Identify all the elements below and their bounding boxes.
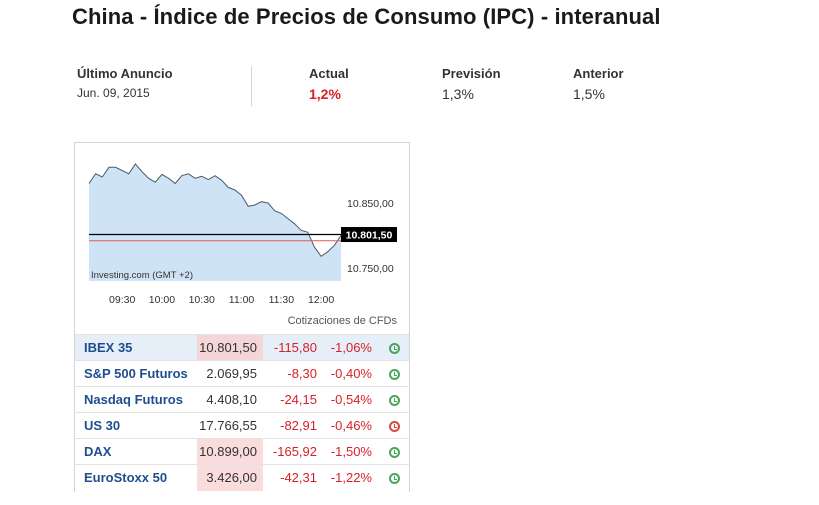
forecast: Previsión 1,3% bbox=[442, 66, 501, 102]
quote-row[interactable]: EuroStoxx 50 3.426,00 -42,31 -1,22% bbox=[75, 464, 409, 491]
quote-row[interactable]: IBEX 35 10.801,50 -115,80 -1,06% bbox=[75, 334, 409, 361]
quote-change: -165,92 bbox=[263, 438, 324, 465]
quote-last: 10.899,00 bbox=[197, 438, 263, 465]
quote-change-pct: -0,40% bbox=[324, 360, 378, 387]
previous: Anterior 1,5% bbox=[573, 66, 624, 102]
clock-icon bbox=[389, 447, 400, 459]
previous-label: Anterior bbox=[573, 66, 624, 81]
clock-icon bbox=[389, 473, 400, 485]
y-tick-label: 10.750,00 bbox=[347, 263, 394, 275]
market-status-cell bbox=[378, 386, 409, 413]
forecast-value: 1,3% bbox=[442, 86, 474, 102]
x-tick-label: 11:30 bbox=[269, 294, 295, 306]
current-price-tag bbox=[341, 227, 397, 243]
actual: Actual 1,2% bbox=[309, 66, 349, 102]
clock-icon bbox=[389, 343, 400, 355]
chart-price-line bbox=[88, 163, 342, 257]
quotes-table: IBEX 35 10.801,50 -115,80 -1,06% S&P 500 Fut… bbox=[75, 334, 409, 491]
quote-name[interactable]: US 30 bbox=[75, 412, 197, 439]
quote-change-pct: -1,50% bbox=[324, 438, 378, 465]
forecast-label: Previsión bbox=[442, 66, 501, 81]
quote-change: -115,80 bbox=[263, 334, 324, 361]
quote-row[interactable]: DAX 10.899,00 -165,92 -1,50% bbox=[75, 438, 409, 465]
quote-change-pct: -0,54% bbox=[324, 386, 378, 413]
price-chart[interactable]: 10.801,50 10.850,00 10.750,00 Investing.com… bbox=[75, 143, 410, 313]
x-tick-label: 10:30 bbox=[189, 294, 215, 306]
clock-icon bbox=[389, 369, 400, 381]
market-status-cell bbox=[378, 464, 409, 491]
x-tick-label: 12:00 bbox=[308, 294, 334, 306]
quote-last: 17.766,55 bbox=[197, 412, 263, 439]
quote-change-pct: -1,22% bbox=[324, 464, 378, 491]
clock-icon bbox=[389, 421, 400, 433]
last-release: Último Anuncio Jun. 09, 2015 bbox=[77, 66, 173, 100]
quote-change: -42,31 bbox=[263, 464, 324, 491]
release-divider bbox=[251, 66, 252, 106]
quote-last: 2.069,95 bbox=[197, 360, 263, 387]
quote-change: -24,15 bbox=[263, 386, 324, 413]
x-tick-label: 10:00 bbox=[149, 294, 175, 306]
quote-name[interactable]: DAX bbox=[75, 438, 197, 465]
quote-change: -8,30 bbox=[263, 360, 324, 387]
quote-last: 4.408,10 bbox=[197, 386, 263, 413]
x-tick-label: 09:30 bbox=[109, 294, 135, 306]
quote-name[interactable]: Nasdaq Futuros bbox=[75, 386, 197, 413]
quote-change-pct: -0,46% bbox=[324, 412, 378, 439]
chart-watermark: Investing.com (GMT +2) bbox=[91, 270, 193, 281]
quote-row[interactable]: US 30 17.766,55 -82,91 -0,46% bbox=[75, 412, 409, 439]
market-status-cell bbox=[378, 412, 409, 439]
last-release-label: Último Anuncio bbox=[77, 66, 173, 81]
x-tick-label: 11:00 bbox=[229, 294, 255, 306]
quote-last: 10.801,50 bbox=[197, 334, 263, 361]
quote-row[interactable]: S&P 500 Futuros 2.069,95 -8,30 -0,40% bbox=[75, 360, 409, 387]
chart-area-fill bbox=[89, 164, 341, 281]
quote-last: 3.426,00 bbox=[197, 464, 263, 491]
quote-change: -82,91 bbox=[263, 412, 324, 439]
market-status-cell bbox=[378, 438, 409, 465]
quote-row[interactable]: Nasdaq Futuros 4.408,10 -24,15 -0,54% bbox=[75, 386, 409, 413]
last-release-date: Jun. 09, 2015 bbox=[77, 86, 150, 100]
current-price-label: 10.801,50 bbox=[346, 230, 393, 242]
actual-value: 1,2% bbox=[309, 86, 341, 102]
quote-name[interactable]: S&P 500 Futuros bbox=[75, 360, 197, 387]
market-widget: 10.801,50 10.850,00 10.750,00 Investing.com… bbox=[74, 142, 410, 492]
release-summary: Último Anuncio Jun. 09, 2015 Actual 1,2%… bbox=[0, 66, 819, 110]
market-status-cell bbox=[378, 334, 409, 361]
previous-value: 1,5% bbox=[573, 86, 605, 102]
quote-change-pct: -1,06% bbox=[324, 334, 378, 361]
page-title: China - Índice de Precios de Consumo (IP… bbox=[72, 4, 661, 29]
quote-name[interactable]: IBEX 35 bbox=[75, 334, 197, 361]
quote-name[interactable]: EuroStoxx 50 bbox=[75, 464, 197, 491]
y-tick-label: 10.850,00 bbox=[347, 198, 394, 210]
market-status-cell bbox=[378, 360, 409, 387]
clock-icon bbox=[389, 395, 400, 407]
actual-label: Actual bbox=[309, 66, 349, 81]
cfd-quotes-link[interactable]: Cotizaciones de CFDs bbox=[287, 315, 397, 327]
